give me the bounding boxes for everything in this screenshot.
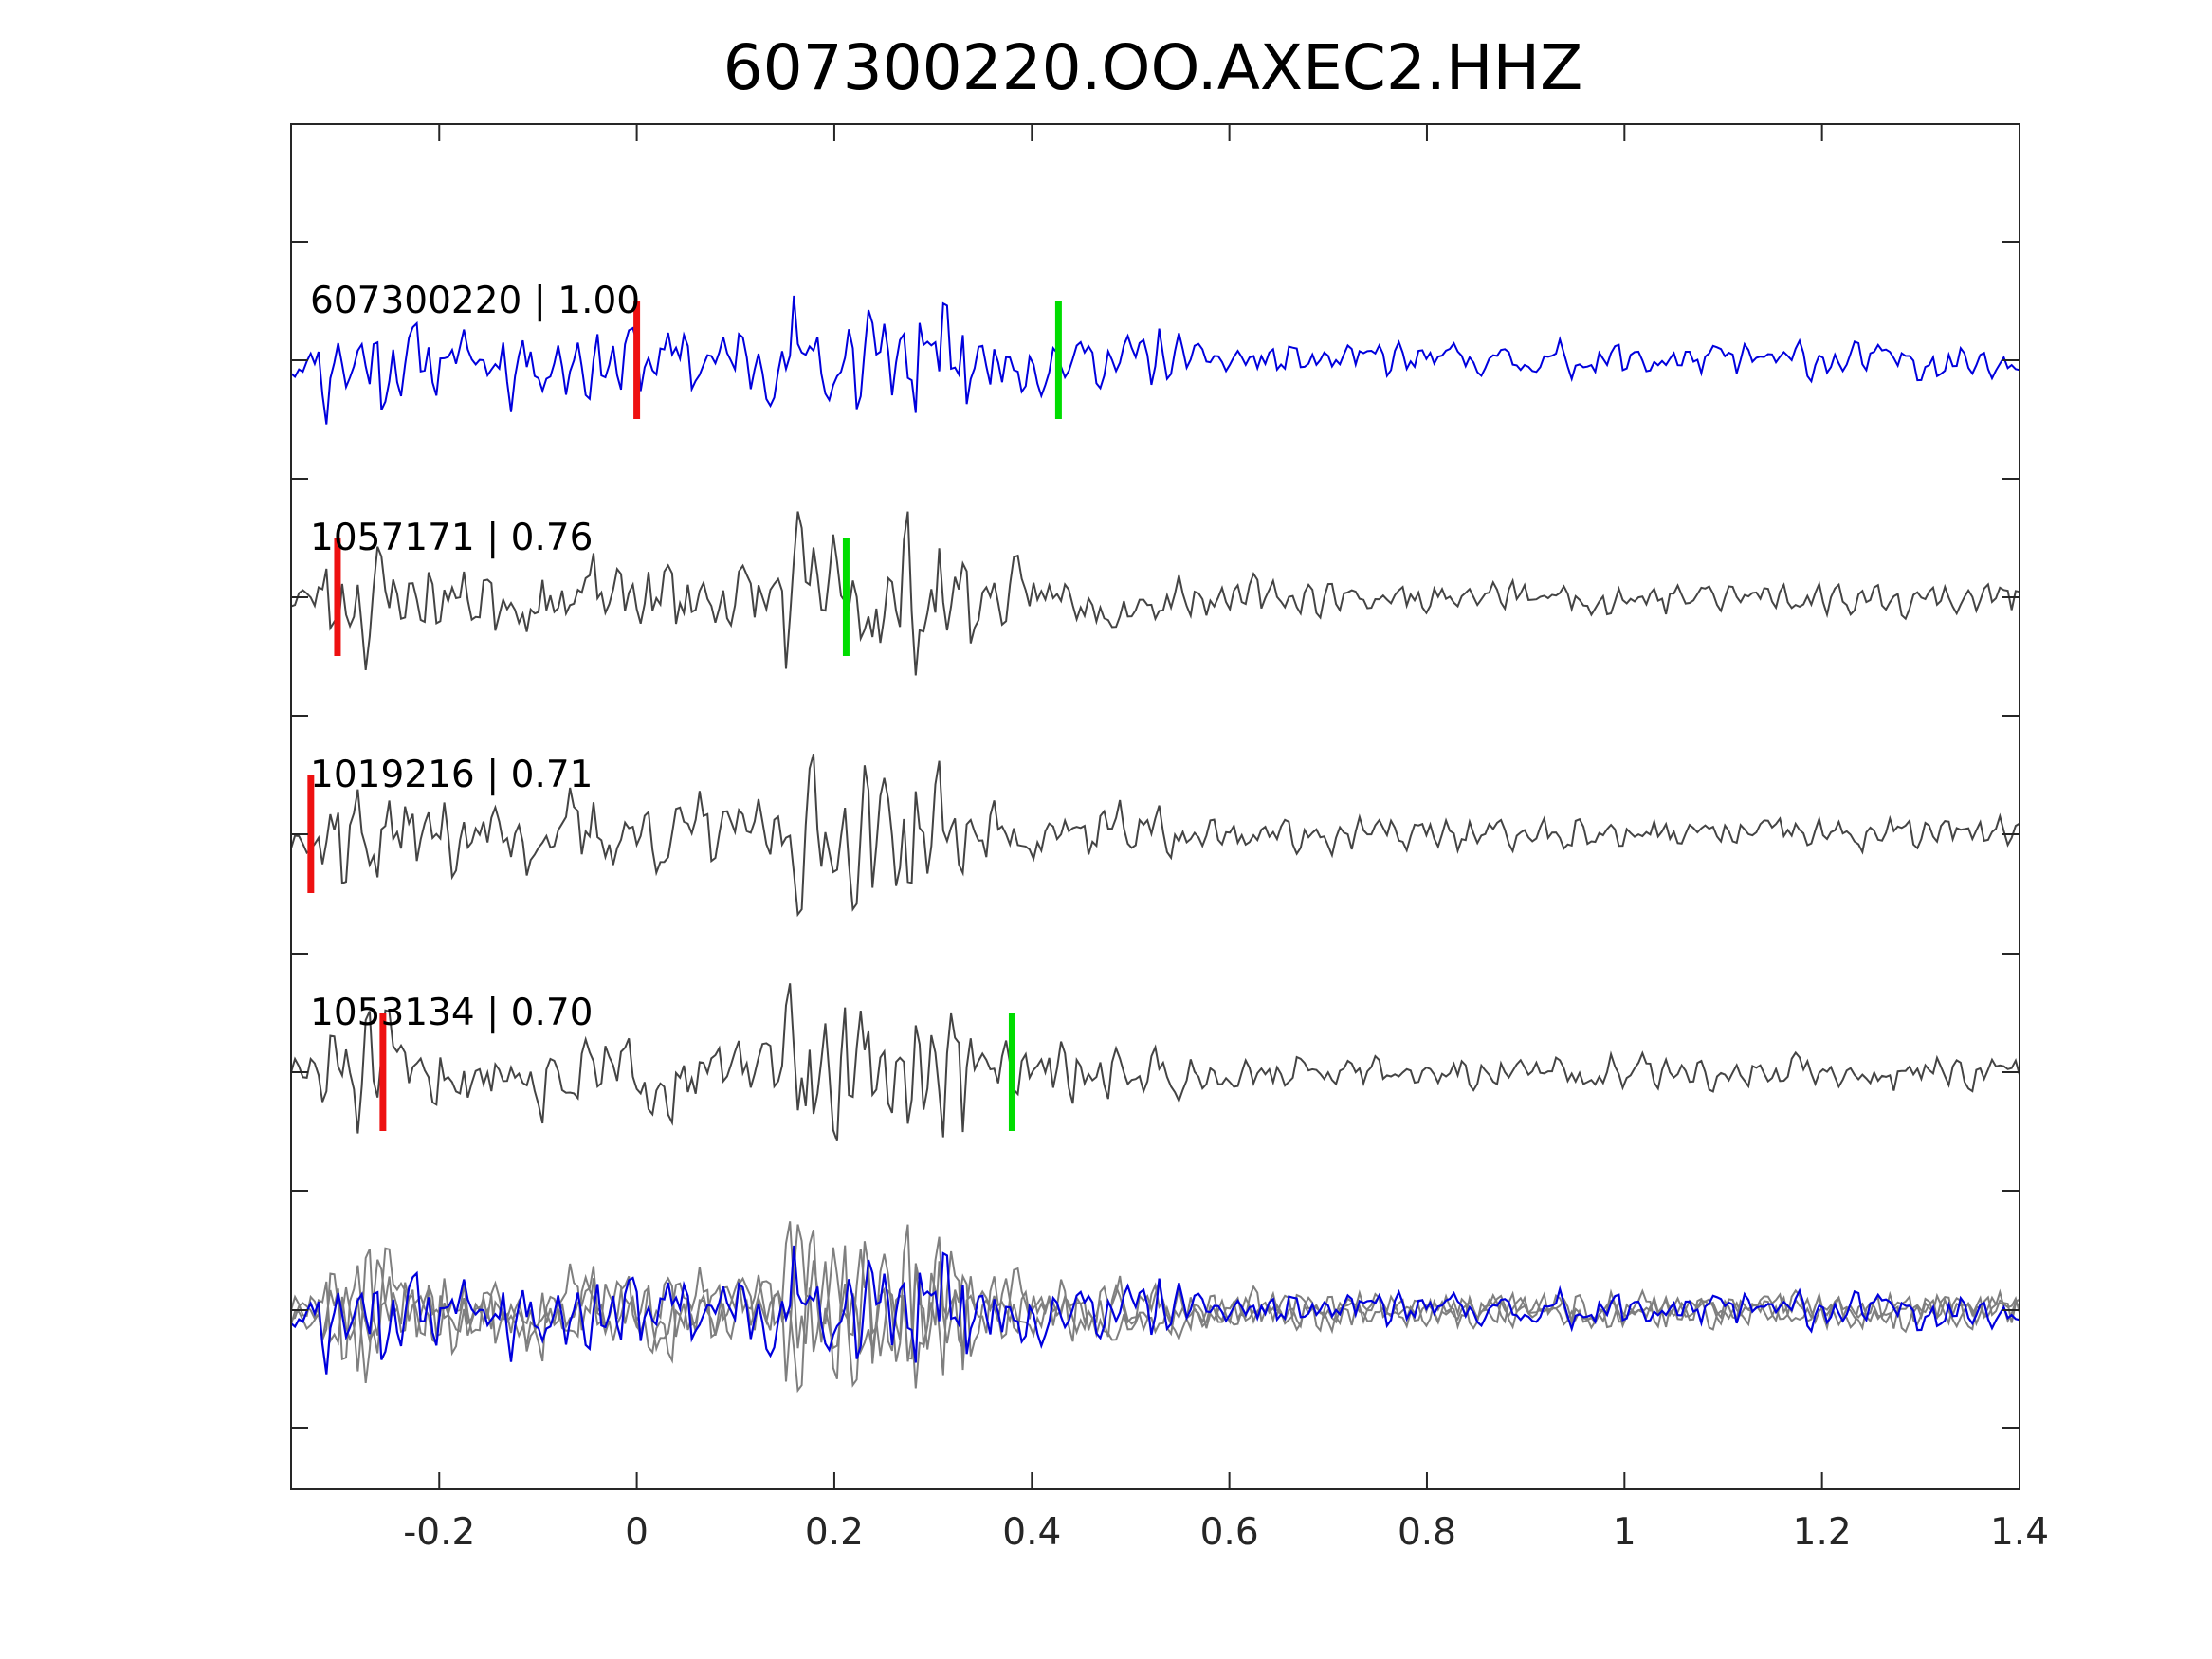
chart-title: 607300220.OO.AXEC2.HHZ	[723, 31, 1583, 104]
x-tick-label: 0.8	[1398, 1511, 1456, 1554]
trace-labels: 607300220 | 1.00 1057171 | 0.76 1019216 | …	[310, 280, 640, 1034]
trace-label-607300220: 607300220 | 1.00	[310, 280, 640, 322]
overlay-series-607300220	[290, 1245, 2020, 1375]
x-tick-label: -0.2	[403, 1511, 475, 1554]
x-tick-label: 1	[1613, 1511, 1636, 1554]
x-tick-label: 1.2	[1793, 1511, 1852, 1554]
trace-607300220	[290, 295, 2020, 425]
trace-label-1019216: 1019216 | 0.71	[310, 754, 593, 796]
x-tick-label: 1.4	[1990, 1511, 2049, 1554]
trace-1019216	[290, 753, 2020, 918]
trace-label-1057171: 1057171 | 0.76	[310, 517, 593, 559]
x-tick-label: 0.6	[1200, 1511, 1259, 1554]
trace-1057171	[290, 511, 2020, 676]
overlay-series-1053134	[290, 1221, 2020, 1380]
trace-1053134	[290, 983, 2020, 1142]
traces-layer	[290, 295, 2020, 1394]
trace-label-1053134: 1053134 | 0.70	[310, 992, 593, 1034]
x-tick-label: 0.2	[805, 1511, 864, 1554]
plot-axes: -0.2 0 0.2 0.4 0.6 0.8 1 1.2 1.4	[290, 123, 2049, 1554]
x-tick-label: 0.4	[1002, 1511, 1061, 1554]
x-tick-label: 0	[625, 1511, 649, 1554]
picks-layer	[307, 301, 1062, 1131]
plot-frame	[290, 123, 2020, 1490]
